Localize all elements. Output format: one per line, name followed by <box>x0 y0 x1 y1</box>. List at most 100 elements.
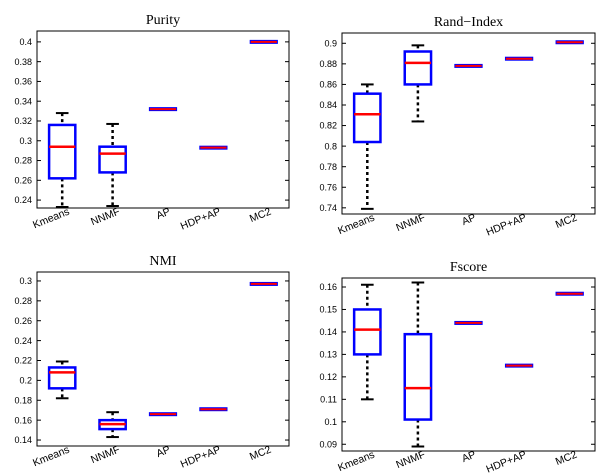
x-axis: Kmeans NNMF AP HDP+AP MC2 <box>31 444 273 471</box>
kmeans-box <box>352 92 382 144</box>
x-tick-label-kmeans: Kmeans <box>336 449 376 475</box>
nnmf-boxplot <box>403 44 433 123</box>
y-tick-label: 0.38 <box>14 57 32 67</box>
purity-boxplot-chart: 0.24 0.26 0.28 0.3 0.32 0.34 0.36 0.38 0.4 Kmeans… <box>14 13 290 233</box>
x-tick-label-kmeans: Kmeans <box>336 212 376 238</box>
y-tick-label: 0.1 <box>324 417 337 427</box>
y-tick-label: 0.12 <box>319 372 337 382</box>
y-tick-label: 0.86 <box>319 80 337 90</box>
chart-title: NMI <box>149 254 177 269</box>
y-tick-label: 0.74 <box>319 203 337 213</box>
y-tick-label: 0.3 <box>19 136 32 146</box>
y-tick-label: 0.82 <box>319 121 337 131</box>
mc2-boxplot <box>555 291 584 296</box>
nnmf-box <box>403 332 433 421</box>
x-tick-label-ap: AP <box>460 212 477 228</box>
kmeans-box <box>47 123 77 180</box>
x-tick-label-mc2: MC2 <box>554 449 579 468</box>
chart-title: Rand−Index <box>434 15 503 30</box>
nmi-boxplot-chart: 0.14 0.16 0.18 0.2 0.22 0.24 0.26 0.28 0.3 Kmeans… <box>14 254 290 471</box>
x-tick-label-kmeans: Kmeans <box>31 206 71 232</box>
mc2-boxplot <box>249 39 278 44</box>
y-axis: 0.09 0.1 0.11 0.12 0.13 0.14 0.15 0.16 <box>319 282 595 449</box>
mc2-boxplot <box>249 281 278 286</box>
ap-boxplot <box>454 63 483 68</box>
x-tick-label-kmeans: Kmeans <box>31 444 71 470</box>
y-tick-label: 0.11 <box>320 394 337 404</box>
y-tick-label: 0.36 <box>14 77 32 87</box>
y-tick-label: 0.88 <box>319 59 337 69</box>
y-tick-label: 0.78 <box>319 162 337 172</box>
axes-frame <box>36 30 290 209</box>
hdp-ap-boxplot <box>504 56 534 61</box>
ap-boxplot <box>454 320 483 325</box>
x-tick-label-nnmf: NNMF <box>394 449 427 471</box>
chart-title: Fscore <box>450 260 487 275</box>
axes-frame <box>341 32 596 215</box>
y-tick-label: 0.16 <box>319 282 337 292</box>
x-tick-label-hdp-ap: HDP+AP <box>179 444 223 471</box>
x-tick-label-mc2: MC2 <box>554 212 579 231</box>
ap-boxplot <box>148 107 178 112</box>
x-axis: Kmeans NNMF AP HDP+AP MC2 <box>31 206 273 233</box>
y-tick-label: 0.15 <box>319 305 337 315</box>
y-tick-label: 0.13 <box>319 350 337 360</box>
y-tick-label: 0.14 <box>14 435 32 445</box>
kmeans-boxplot <box>352 83 382 210</box>
nnmf-box <box>403 50 433 86</box>
y-tick-label: 0.14 <box>319 327 337 337</box>
y-tick-label: 0.9 <box>324 38 337 48</box>
y-tick-label: 0.22 <box>14 356 32 366</box>
x-tick-label-ap: AP <box>460 449 477 465</box>
nnmf-boxplot <box>98 122 127 208</box>
mc2-boxplot <box>555 40 584 45</box>
x-tick-label-mc2: MC2 <box>248 444 273 463</box>
x-tick-label-ap: AP <box>155 206 172 222</box>
x-tick-label-hdp-ap: HDP+AP <box>179 206 223 233</box>
x-axis: Kmeans NNMF AP HDP+AP MC2 <box>336 449 579 476</box>
y-tick-label: 0.26 <box>14 316 32 326</box>
nnmf-boxplot <box>403 281 433 448</box>
axes-frame <box>36 271 290 447</box>
y-tick-label: 0.28 <box>14 296 32 306</box>
x-tick-label-nnmf: NNMF <box>394 212 427 234</box>
y-tick-label: 0.28 <box>14 156 32 166</box>
y-axis: 0.24 0.26 0.28 0.3 0.32 0.34 0.36 0.38 0.4 <box>14 37 289 205</box>
y-tick-label: 0.4 <box>19 37 32 47</box>
kmeans-box <box>352 308 382 356</box>
x-tick-label-nnmf: NNMF <box>89 206 122 228</box>
kmeans-boxplot <box>47 360 77 400</box>
y-tick-label: 0.16 <box>14 415 32 425</box>
y-tick-label: 0.34 <box>14 96 32 106</box>
chart-title: Purity <box>146 13 180 28</box>
y-tick-label: 0.18 <box>14 395 32 405</box>
x-tick-label-hdp-ap: HDP+AP <box>484 449 528 476</box>
y-tick-label: 0.26 <box>14 175 32 185</box>
y-tick-label: 0.24 <box>14 336 32 346</box>
hdp-ap-boxplot <box>199 145 228 150</box>
y-tick-label: 0.24 <box>14 195 32 205</box>
nnmf-boxplot <box>98 411 127 439</box>
x-tick-label-mc2: MC2 <box>248 206 273 225</box>
x-tick-label-hdp-ap: HDP+AP <box>484 212 528 239</box>
y-tick-label: 0.8 <box>324 141 337 151</box>
nnmf-box <box>98 145 127 174</box>
x-tick-label-ap: AP <box>155 444 172 460</box>
y-axis: 0.14 0.16 0.18 0.2 0.22 0.24 0.26 0.28 0.3 <box>14 276 289 445</box>
kmeans-boxplot <box>47 112 77 209</box>
hdp-ap-boxplot <box>199 407 228 412</box>
y-tick-label: 0.09 <box>319 439 337 449</box>
y-tick-label: 0.32 <box>14 116 32 126</box>
axes-frame <box>341 277 596 452</box>
fscore-boxplot-chart: 0.09 0.1 0.11 0.12 0.13 0.14 0.15 0.16 Kmeans NNM… <box>319 260 596 476</box>
x-axis: Kmeans NNMF AP HDP+AP MC2 <box>336 212 579 239</box>
ap-boxplot <box>148 412 178 417</box>
y-tick-label: 0.3 <box>19 276 32 286</box>
x-tick-label-nnmf: NNMF <box>89 444 122 466</box>
y-tick-label: 0.84 <box>319 100 337 110</box>
hdp-ap-boxplot <box>504 363 534 368</box>
y-tick-label: 0.76 <box>319 182 337 192</box>
y-tick-label: 0.2 <box>19 376 32 386</box>
kmeans-boxplot <box>352 283 382 401</box>
